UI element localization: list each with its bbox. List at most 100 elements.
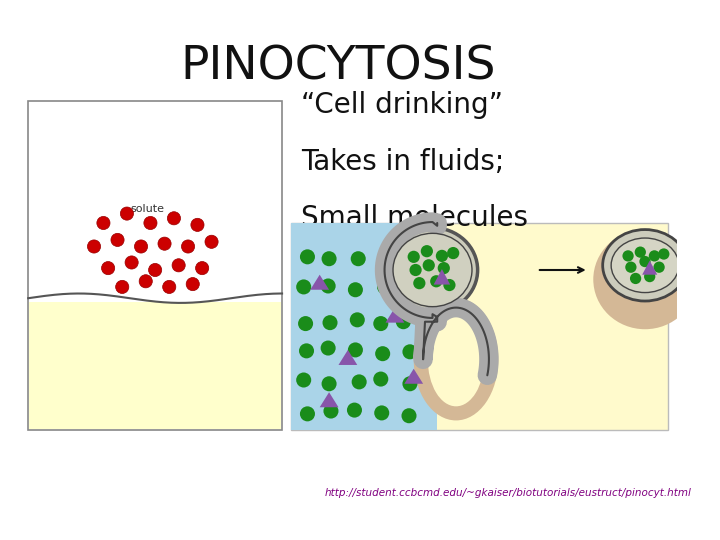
- Circle shape: [639, 256, 651, 267]
- Ellipse shape: [139, 275, 153, 288]
- Circle shape: [405, 252, 418, 265]
- Circle shape: [413, 277, 426, 289]
- Circle shape: [409, 267, 422, 280]
- Circle shape: [348, 282, 363, 297]
- Circle shape: [630, 273, 642, 284]
- Circle shape: [296, 279, 311, 294]
- Circle shape: [402, 408, 416, 423]
- Polygon shape: [433, 269, 450, 285]
- Ellipse shape: [428, 312, 485, 406]
- Circle shape: [441, 284, 454, 297]
- Circle shape: [658, 248, 670, 260]
- Ellipse shape: [191, 218, 204, 232]
- Polygon shape: [642, 261, 657, 275]
- Circle shape: [300, 249, 315, 265]
- Ellipse shape: [593, 230, 697, 329]
- Circle shape: [373, 372, 388, 387]
- Circle shape: [438, 262, 450, 274]
- Ellipse shape: [97, 217, 110, 230]
- Circle shape: [634, 246, 646, 258]
- Circle shape: [400, 280, 415, 295]
- Circle shape: [347, 403, 362, 417]
- Ellipse shape: [172, 259, 185, 272]
- Circle shape: [415, 280, 428, 294]
- Polygon shape: [385, 308, 405, 323]
- Circle shape: [377, 279, 392, 294]
- Circle shape: [351, 251, 366, 266]
- Circle shape: [418, 245, 431, 258]
- Circle shape: [433, 252, 446, 265]
- Ellipse shape: [158, 237, 171, 250]
- Circle shape: [296, 373, 311, 388]
- Circle shape: [437, 265, 451, 279]
- Circle shape: [445, 273, 458, 286]
- Circle shape: [430, 279, 443, 292]
- Polygon shape: [320, 392, 338, 407]
- Ellipse shape: [394, 234, 471, 306]
- Circle shape: [377, 254, 392, 269]
- Circle shape: [410, 264, 422, 276]
- Circle shape: [625, 261, 636, 273]
- Ellipse shape: [148, 264, 162, 276]
- Ellipse shape: [603, 230, 688, 301]
- Circle shape: [447, 247, 459, 259]
- Bar: [292, 223, 437, 430]
- Circle shape: [320, 279, 336, 294]
- Ellipse shape: [611, 238, 679, 293]
- Circle shape: [436, 250, 448, 262]
- Ellipse shape: [135, 240, 148, 253]
- Circle shape: [423, 259, 435, 272]
- Circle shape: [351, 374, 366, 389]
- Ellipse shape: [391, 232, 474, 308]
- Circle shape: [649, 250, 660, 261]
- Circle shape: [323, 403, 338, 418]
- Ellipse shape: [163, 280, 176, 294]
- Circle shape: [644, 271, 655, 282]
- Circle shape: [420, 245, 433, 257]
- Text: Small molecules: Small molecules: [301, 204, 528, 232]
- Circle shape: [654, 261, 665, 273]
- Ellipse shape: [102, 261, 114, 275]
- Ellipse shape: [125, 256, 138, 269]
- Ellipse shape: [181, 240, 194, 253]
- Polygon shape: [338, 350, 357, 365]
- Circle shape: [396, 314, 411, 329]
- Circle shape: [402, 345, 418, 359]
- Ellipse shape: [120, 207, 133, 220]
- Bar: [292, 223, 667, 430]
- Bar: [28, 101, 282, 430]
- Circle shape: [444, 279, 456, 291]
- Text: PINOCYTOSIS: PINOCYTOSIS: [181, 44, 496, 89]
- Ellipse shape: [87, 240, 101, 253]
- Circle shape: [323, 315, 338, 330]
- Text: solute: solute: [130, 204, 165, 214]
- Circle shape: [374, 406, 390, 421]
- Ellipse shape: [205, 235, 218, 248]
- Circle shape: [402, 376, 418, 392]
- Circle shape: [320, 341, 336, 355]
- Circle shape: [397, 250, 413, 265]
- Ellipse shape: [186, 278, 199, 291]
- Polygon shape: [310, 275, 329, 290]
- Circle shape: [373, 316, 388, 331]
- Circle shape: [298, 316, 313, 331]
- Text: http://student.ccbcmd.edu/~gkaiser/biotutorials/eustruct/pinocyt.html: http://student.ccbcmd.edu/~gkaiser/biotu…: [324, 488, 691, 497]
- Text: “Cell drinking”: “Cell drinking”: [301, 91, 503, 119]
- Circle shape: [445, 246, 458, 260]
- Circle shape: [622, 250, 634, 261]
- Circle shape: [430, 275, 442, 287]
- Polygon shape: [431, 270, 449, 287]
- Circle shape: [300, 406, 315, 421]
- Circle shape: [299, 343, 314, 359]
- Ellipse shape: [111, 233, 124, 246]
- Text: Takes in fluids;: Takes in fluids;: [301, 148, 504, 176]
- Circle shape: [350, 312, 365, 327]
- Circle shape: [322, 376, 337, 392]
- Ellipse shape: [387, 228, 477, 312]
- Ellipse shape: [144, 217, 157, 230]
- Bar: [29, 302, 281, 429]
- Ellipse shape: [167, 212, 181, 225]
- Polygon shape: [405, 369, 423, 384]
- Ellipse shape: [196, 261, 209, 275]
- Circle shape: [408, 251, 420, 263]
